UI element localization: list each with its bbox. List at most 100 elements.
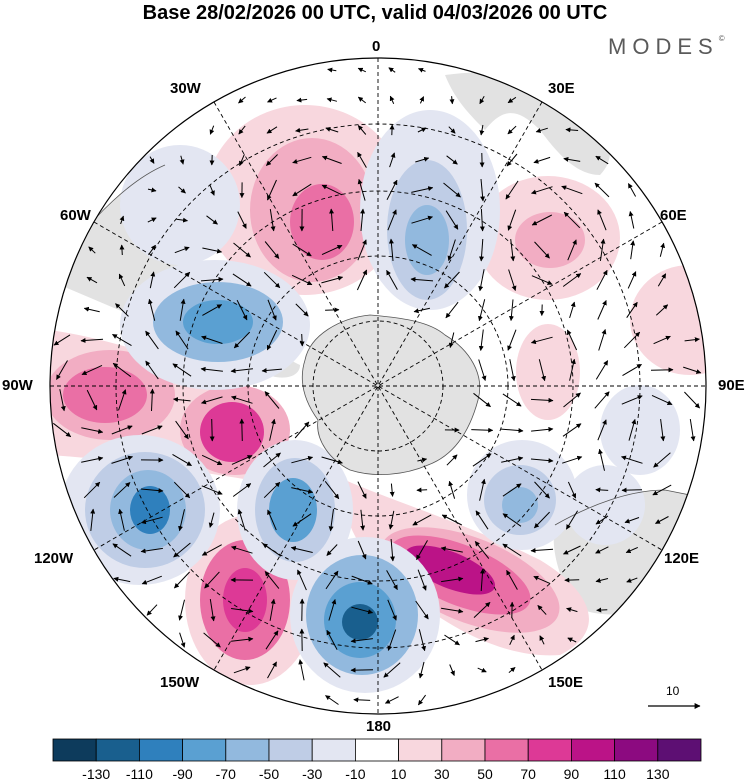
wind-vector <box>203 632 221 648</box>
brand-name: MODES <box>608 34 719 59</box>
lon-label-120w: 120W <box>34 550 74 567</box>
wind-vector <box>267 661 277 679</box>
wind-vector <box>595 577 609 583</box>
wind-vector <box>389 95 395 105</box>
wind-vector <box>353 697 371 703</box>
wind-vector <box>292 156 312 164</box>
wind-vector <box>264 391 280 409</box>
wind-vector <box>507 96 517 104</box>
wind-vector <box>202 304 223 316</box>
wind-vector <box>562 455 583 464</box>
wind-vector <box>80 337 104 343</box>
wind-vector <box>411 215 433 224</box>
wind-vector <box>356 269 368 291</box>
wind-vector <box>325 307 340 313</box>
wind-vector <box>441 607 464 614</box>
anomaly-shading <box>50 105 706 693</box>
wind-vector <box>325 695 339 705</box>
copyright-mark: © <box>718 34 725 43</box>
wind-vector <box>650 367 674 373</box>
wind-vector <box>387 629 397 651</box>
wind-vector <box>597 419 607 441</box>
wind-vector <box>328 509 334 532</box>
wind-vector <box>569 358 576 381</box>
wind-vector <box>175 330 189 350</box>
wind-vector <box>81 456 104 463</box>
wind-vector <box>652 484 672 496</box>
colorbar-swatch <box>441 738 486 762</box>
wind-vector <box>539 635 545 645</box>
wind-vector <box>146 604 158 616</box>
colorbar-swatch <box>182 738 227 762</box>
wind-vector <box>510 239 516 262</box>
wind-vector <box>263 452 281 468</box>
colorbar-tick-label: 30 <box>434 766 450 782</box>
wind-vector <box>689 419 696 442</box>
wind-vector <box>111 455 133 464</box>
lon-label-60e: 60E <box>660 207 687 224</box>
colorbar-swatch <box>398 738 443 762</box>
wind-vector <box>291 487 314 494</box>
wind-vector <box>201 396 223 405</box>
wind-vector <box>383 662 401 678</box>
wind-vector <box>119 244 125 256</box>
wind-vector <box>296 97 308 103</box>
wind-vector <box>624 517 640 524</box>
wind-vector <box>417 127 427 133</box>
wind-vector <box>323 662 341 678</box>
map-title: Base 28/02/2026 00 UTC, valid 04/03/2026… <box>142 2 608 24</box>
wind-vector <box>113 482 131 498</box>
wind-vector <box>479 238 485 262</box>
wind-vector <box>508 299 514 322</box>
wind-vector <box>174 246 190 254</box>
wind-vector <box>508 269 517 291</box>
wind-vector <box>479 96 485 105</box>
wind-vector <box>357 481 367 499</box>
wind-vector <box>417 457 428 463</box>
wind-vector <box>537 605 547 615</box>
wind-vector <box>295 303 309 317</box>
anomaly-low-east <box>467 385 680 550</box>
wind-vector <box>502 543 522 557</box>
wind-vector <box>533 575 551 585</box>
colorbar-tick-label: 130 <box>646 766 670 782</box>
wind-vector <box>145 330 159 350</box>
wind-vector <box>324 480 340 500</box>
wind-vector <box>200 366 223 372</box>
wind-vector <box>444 271 460 289</box>
wind-vector <box>594 391 610 409</box>
colorbar-swatch <box>311 738 356 762</box>
wind-vector <box>478 269 485 292</box>
wind-vector <box>360 509 366 531</box>
wind-vector <box>416 487 428 493</box>
wind-vector <box>386 269 398 290</box>
wind-vector <box>446 155 458 165</box>
wind-vector <box>238 96 246 104</box>
wind-vector <box>175 420 189 440</box>
wind-vector <box>531 426 554 432</box>
lon-label-60w: 60W <box>60 207 91 224</box>
wind-vector <box>477 299 486 322</box>
wind-vector <box>507 209 517 231</box>
wind-vector <box>506 153 518 167</box>
wind-vector <box>321 155 342 164</box>
colorbar-tick-label: 10 <box>390 766 407 782</box>
wind-vector <box>596 607 608 613</box>
wind-vector <box>448 332 455 348</box>
wind-vector <box>508 667 516 673</box>
wind-vector <box>563 156 581 162</box>
colorbar-swatch <box>571 738 616 762</box>
wind-vector <box>651 394 673 406</box>
wind-vector <box>530 336 553 345</box>
wind-vector <box>266 329 278 351</box>
wind-vector <box>530 458 554 464</box>
wind-vector <box>178 599 185 621</box>
anomaly-high-west <box>50 330 290 480</box>
wind-vector <box>325 570 339 590</box>
wind-vector <box>148 244 156 256</box>
wind-vector <box>445 301 459 319</box>
wind-vector <box>266 126 278 134</box>
anomaly-low-north <box>360 110 500 310</box>
wind-vector <box>83 481 101 499</box>
wind-vector <box>209 418 215 442</box>
